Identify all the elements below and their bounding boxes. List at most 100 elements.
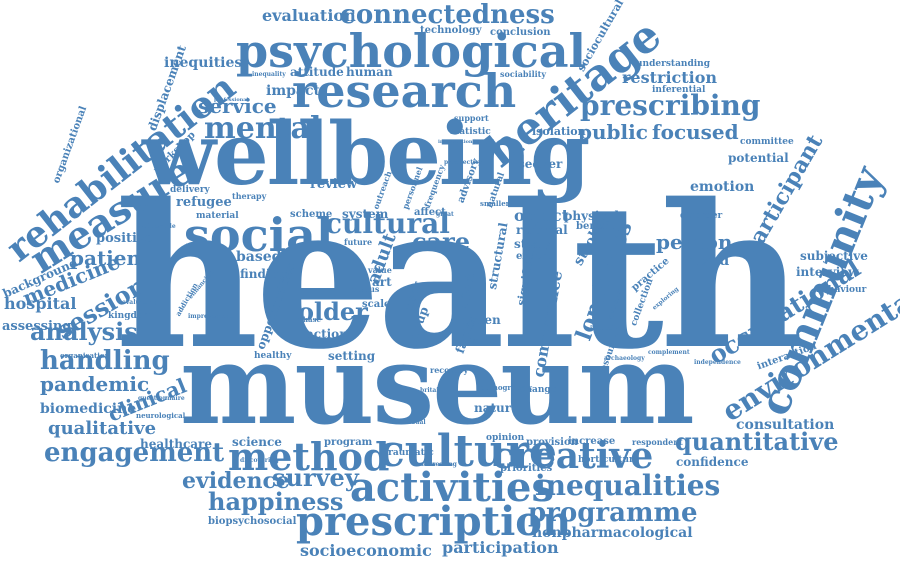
word: system	[342, 207, 389, 221]
word: refugee	[176, 195, 232, 210]
word: green	[462, 313, 501, 327]
word: value	[368, 265, 392, 275]
word: object	[514, 206, 569, 225]
word: intervention	[438, 139, 473, 145]
word: cultural	[325, 207, 450, 240]
word: programme	[528, 498, 698, 528]
word: prescription	[296, 498, 572, 545]
word: status	[352, 284, 380, 294]
word: respondent	[632, 437, 683, 447]
word: healthy	[254, 351, 292, 361]
word: evaluating	[122, 299, 158, 306]
word: scheme	[290, 209, 333, 220]
word: discovering	[240, 457, 279, 464]
word: quantitative	[675, 427, 839, 456]
word: happiness	[208, 487, 344, 516]
word: public	[578, 120, 648, 144]
word: individual	[392, 419, 426, 426]
word: focused	[652, 120, 739, 144]
word: assessing	[2, 319, 72, 334]
word: biopsychosocial	[208, 516, 297, 527]
word: attitude	[290, 65, 344, 79]
word: review	[310, 177, 358, 192]
word: emotion	[690, 179, 755, 195]
word: addressing	[420, 461, 457, 468]
word: setting	[328, 349, 376, 363]
word: inequities	[164, 55, 243, 71]
word: adverse	[312, 339, 338, 346]
word: seeker	[518, 157, 563, 171]
word: benefit	[576, 221, 615, 232]
word: healthcare	[140, 437, 212, 451]
word: inequality	[252, 71, 286, 78]
word: pandemic	[40, 372, 150, 396]
word: person	[656, 230, 733, 254]
word: consultation	[736, 417, 835, 433]
word: prescribing	[580, 89, 761, 122]
word: research	[292, 64, 517, 118]
word: social	[184, 208, 334, 262]
word: visual	[464, 337, 494, 347]
word: human	[346, 65, 393, 79]
word: statistic	[450, 127, 491, 137]
word: support	[454, 113, 489, 123]
word: scale	[362, 299, 391, 310]
word: evaluation	[262, 6, 356, 25]
word: organisation	[60, 351, 110, 360]
word: evidence	[182, 468, 290, 494]
word: expert	[516, 251, 552, 262]
word: inductive	[590, 325, 622, 332]
word: finding	[240, 267, 288, 281]
word: professional	[214, 97, 249, 103]
word: neurological	[136, 411, 186, 420]
word: interview	[796, 265, 859, 279]
word: biomedicine	[40, 401, 137, 417]
word: isolation	[532, 125, 586, 138]
word: subjective	[800, 249, 868, 263]
word: qualitative	[48, 418, 157, 439]
word: increase	[568, 436, 616, 447]
word: care	[412, 227, 471, 256]
word: tool	[410, 399, 424, 406]
word: mixed	[682, 253, 730, 269]
word: engagement	[44, 438, 225, 468]
word: conclusion	[490, 27, 551, 38]
word: affect	[414, 207, 446, 218]
word: improvement	[188, 313, 233, 320]
word: independence	[694, 359, 741, 366]
word: program	[324, 437, 373, 448]
word: method	[228, 434, 390, 479]
word: nonpharmacological	[532, 525, 693, 541]
word: technology	[420, 25, 482, 36]
word: kingdom	[108, 311, 153, 321]
word: activities	[350, 464, 555, 511]
word: culture	[378, 426, 557, 477]
word: britain	[420, 387, 443, 394]
word: delivery	[170, 185, 210, 195]
word: understanding	[636, 59, 710, 69]
word: therapy	[232, 191, 267, 201]
word: science	[232, 435, 282, 449]
word: potential	[728, 151, 789, 165]
word: restriction	[622, 68, 718, 87]
word: disorder	[680, 211, 723, 221]
word: older	[298, 297, 368, 326]
word: health	[115, 160, 804, 393]
word: behaviour	[816, 285, 867, 295]
word: physical	[564, 209, 620, 223]
word: provision	[526, 437, 578, 448]
word: sociability	[500, 69, 546, 79]
word: recovery	[430, 365, 469, 375]
word: opinion	[486, 433, 525, 443]
word: archaeology	[604, 355, 645, 362]
word: perspective	[444, 159, 483, 166]
word: impact	[266, 83, 320, 99]
word: analysis	[30, 317, 138, 346]
word: psychological	[236, 24, 587, 78]
word: based	[236, 249, 282, 265]
word: hospital	[4, 294, 77, 313]
word: museum	[180, 320, 695, 449]
word: committee	[740, 137, 794, 147]
word: wellbeing	[142, 104, 590, 205]
word: phase	[298, 315, 321, 324]
